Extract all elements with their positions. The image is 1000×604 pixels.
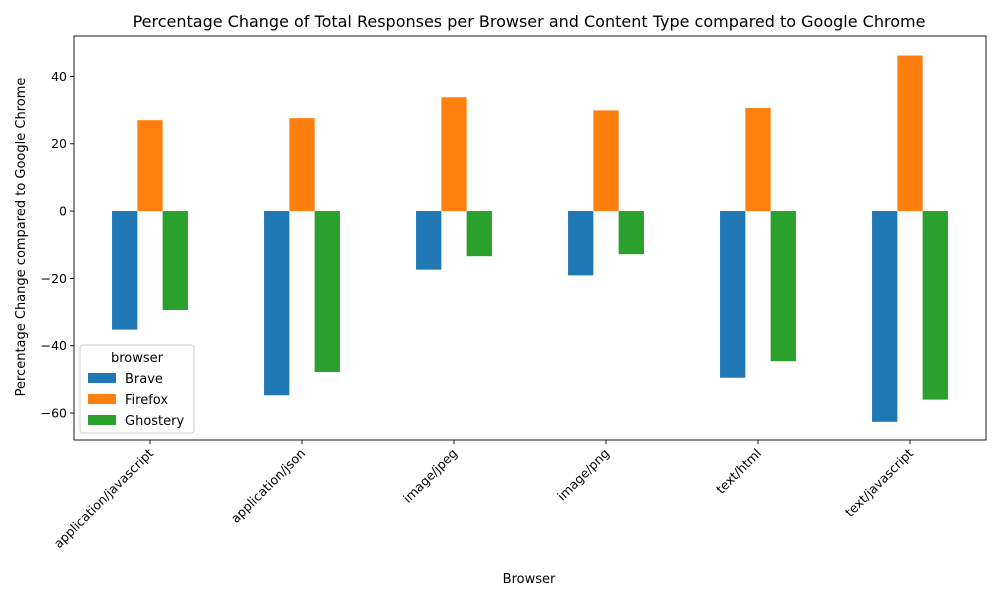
y-tick-label: −20 bbox=[41, 271, 67, 286]
y-tick-label: 20 bbox=[51, 136, 67, 151]
legend-label-brave: Brave bbox=[125, 372, 163, 387]
bar-firefox-3 bbox=[593, 110, 619, 212]
x-tick-label: text/html bbox=[713, 446, 764, 497]
x-axis-label: Browser bbox=[503, 572, 556, 587]
x-tick-label: application/json bbox=[228, 446, 308, 526]
plot-frame bbox=[73, 35, 987, 441]
chart-title: Percentage Change of Total Responses per… bbox=[133, 12, 926, 31]
bar-firefox-5 bbox=[897, 55, 923, 212]
bar-brave-5 bbox=[872, 211, 898, 422]
y-axis-label: Percentage Change compared to Google Chr… bbox=[14, 78, 29, 397]
x-tick-label: application/javascript bbox=[51, 445, 157, 551]
bar-ghostery-5 bbox=[922, 211, 948, 400]
y-tick-label: −60 bbox=[41, 406, 67, 421]
bar-firefox-2 bbox=[441, 97, 467, 212]
bar-firefox-1 bbox=[289, 118, 315, 212]
x-tick-label: image/png bbox=[554, 446, 612, 504]
y-tick-label: −40 bbox=[41, 338, 67, 353]
bar-ghostery-3 bbox=[618, 211, 644, 255]
bar-ghostery-0 bbox=[162, 211, 188, 311]
legend-swatch-firefox bbox=[88, 394, 116, 404]
bar-ghostery-4 bbox=[770, 211, 796, 362]
legend-label-ghostery: Ghostery bbox=[125, 414, 184, 429]
legend-swatch-brave bbox=[88, 373, 116, 383]
legend-label-firefox: Firefox bbox=[125, 393, 168, 408]
bar-firefox-0 bbox=[137, 120, 163, 212]
y-tick-label: 40 bbox=[51, 69, 67, 84]
y-tick-label: 0 bbox=[59, 204, 67, 219]
plot-area: −60 −40 −20 0 20 40 application/javascript appl… bbox=[41, 35, 987, 551]
bar-brave-4 bbox=[720, 211, 746, 378]
x-tick-label: text/javascript bbox=[842, 445, 916, 519]
bar-ghostery-1 bbox=[314, 211, 340, 372]
legend-title: browser bbox=[111, 351, 164, 366]
bar-firefox-4 bbox=[745, 108, 771, 212]
bar-brave-3 bbox=[568, 211, 594, 276]
legend-swatch-ghostery bbox=[88, 415, 116, 425]
x-tick-label: image/jpeg bbox=[400, 446, 460, 506]
bar-ghostery-2 bbox=[466, 211, 492, 257]
legend: browser Brave Firefox Ghostery bbox=[79, 344, 195, 434]
bar-brave-2 bbox=[416, 211, 442, 270]
legend-box bbox=[79, 344, 195, 434]
bar-brave-0 bbox=[112, 211, 138, 330]
bar-brave-1 bbox=[264, 211, 290, 396]
